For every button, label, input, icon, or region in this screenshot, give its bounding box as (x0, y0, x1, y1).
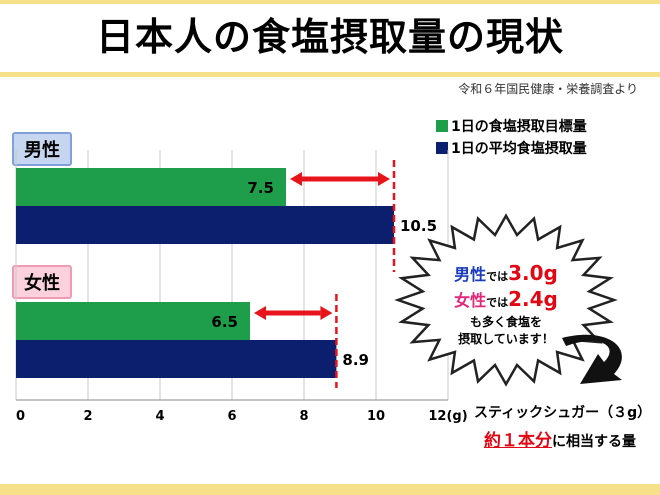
callout-female-suffix: では (486, 296, 509, 309)
data-label-average: 10.5 (400, 217, 437, 235)
data-label-target: 7.5 (247, 179, 274, 197)
bar-average-0 (16, 206, 394, 244)
bar-target-1 (16, 302, 250, 340)
legend-swatch-target (436, 120, 448, 132)
data-label-average: 8.9 (342, 351, 369, 369)
callout-female-value: 2.4g (508, 287, 558, 311)
legend-swatch-average (436, 142, 448, 154)
callout-line-3: も多く食塩を (469, 315, 542, 329)
x-tick-label: 2 (83, 409, 92, 424)
gap-arrow-head-left (290, 172, 302, 186)
callout-text: 男性では3.0g 女性では2.4g も多く食塩を 摂取しています！ (436, 262, 576, 348)
stick-sugar-equivalent: 約１本分に相当する量 (484, 426, 636, 451)
callout-male: 男性 (454, 265, 487, 284)
x-tick-label: 10 (367, 409, 385, 424)
stick-sugar-text: スティックシュガー（３g） (474, 405, 652, 421)
callout-female: 女性 (454, 291, 487, 310)
top-band (0, 0, 660, 4)
category-label-female: 女性 (12, 265, 72, 299)
bar-target-0 (16, 168, 286, 206)
x-tick-label: 6 (227, 409, 236, 424)
title-band (0, 72, 660, 77)
x-tick-label: 8 (299, 409, 308, 424)
data-label-target: 6.5 (211, 313, 238, 331)
callout-male-suffix: では (486, 270, 509, 283)
page-title: 日本人の食塩摂取量の現状 (95, 15, 564, 59)
stick-sugar-highlight: 約１本分 (484, 431, 552, 451)
legend-item-average: 1日の平均食塩摂取量 (436, 138, 587, 158)
x-tick-label: 12(g) (428, 409, 467, 424)
gap-arrow-head-right (320, 306, 333, 320)
legend-item-target: 1日の食塩摂取目標量 (436, 116, 587, 136)
callout-male-value: 3.0g (508, 261, 558, 285)
curved-arrow-icon (562, 334, 622, 384)
bottom-band (0, 484, 660, 495)
gap-arrow-head-left (254, 306, 266, 320)
bar-average-1 (16, 340, 337, 378)
legend-label-average: 1日の平均食塩摂取量 (451, 141, 587, 157)
legend-label-target: 1日の食塩摂取目標量 (451, 119, 587, 135)
x-tick-label: 4 (155, 409, 164, 424)
callout-line-4: 摂取しています！ (458, 332, 554, 346)
x-tick-label: 0 (16, 409, 25, 424)
callout-burst-shape (394, 213, 618, 387)
category-label-male: 男性 (12, 132, 72, 166)
source-note: 令和６年国民健康・栄養調査より (458, 82, 638, 96)
stick-sugar-rest: に相当する量 (552, 434, 636, 450)
gap-arrow-head-right (378, 172, 390, 186)
